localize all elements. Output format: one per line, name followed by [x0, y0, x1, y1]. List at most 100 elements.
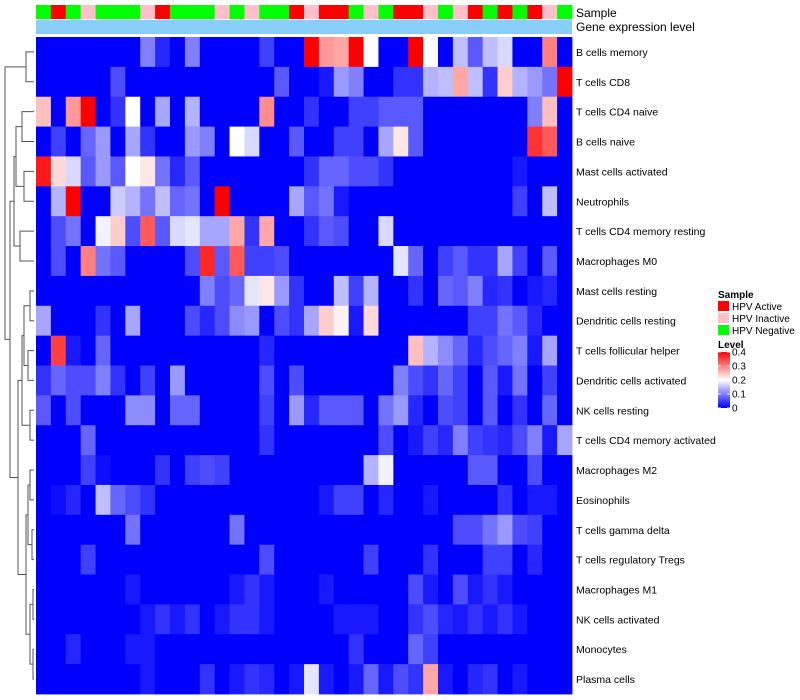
heatmap-cell	[318, 66, 335, 98]
heatmap-cell	[557, 544, 573, 575]
heatmap-cell	[125, 484, 141, 516]
heatmap-cell	[318, 455, 335, 486]
heatmap-cell	[318, 574, 335, 605]
heatmap-cell	[527, 186, 543, 217]
row-label: B cells memory	[576, 47, 649, 59]
heatmap-cell	[155, 395, 171, 426]
heatmap-cell	[36, 66, 52, 98]
heatmap-cell	[408, 126, 424, 157]
heatmap-cell	[318, 395, 335, 426]
row-label: Macrophages M1	[576, 585, 657, 597]
heatmap-cell	[170, 96, 186, 127]
sample-legend-swatch	[718, 301, 729, 311]
heatmap-cell	[259, 604, 275, 635]
heatmap-cell	[304, 96, 320, 127]
heatmap-cell	[438, 96, 454, 127]
heatmap-cell	[229, 574, 245, 605]
heatmap-cell	[80, 634, 96, 665]
heatmap-cell	[170, 156, 186, 187]
heatmap-cell	[214, 216, 230, 247]
heatmap-cell	[497, 365, 513, 396]
heatmap-cell	[110, 514, 126, 546]
heatmap-cell	[80, 604, 96, 635]
heatmap-cell	[363, 305, 379, 337]
heatmap-cell	[36, 126, 52, 157]
heatmap-cell	[214, 425, 230, 456]
heatmap-cell	[542, 37, 558, 68]
heatmap-cell	[438, 66, 454, 98]
heatmap-cell	[110, 365, 126, 396]
heatmap-cell	[244, 514, 260, 546]
heatmap-cell	[199, 514, 216, 546]
heatmap-cell	[363, 96, 379, 127]
heatmap-cell	[274, 425, 290, 456]
heatmap-cell	[274, 365, 290, 396]
heatmap-cell	[378, 96, 394, 127]
heatmap-cell	[289, 156, 305, 187]
heatmap-cell	[80, 246, 96, 277]
heatmap-cell	[36, 425, 52, 456]
sample-annotation-cell	[259, 5, 275, 19]
level-legend-title: Level	[718, 340, 744, 351]
heatmap-cell	[318, 126, 335, 157]
heatmap-cell	[110, 66, 126, 98]
heatmap-cell	[140, 275, 156, 307]
heatmap-cell	[140, 604, 156, 635]
heatmap-cell	[423, 126, 439, 157]
heatmap-cell	[184, 634, 201, 665]
heatmap-cell	[50, 305, 67, 337]
heatmap-cell	[229, 305, 245, 337]
heatmap-cell	[170, 66, 186, 98]
heatmap-cell	[304, 335, 320, 366]
heatmap-cell	[50, 514, 67, 546]
heatmap-cell	[214, 634, 230, 665]
heatmap-cell	[125, 305, 141, 337]
heatmap-cell	[36, 156, 52, 187]
level-legend-tick-label: 0.1	[732, 390, 746, 401]
heatmap-cell	[170, 395, 186, 426]
heatmap-cell	[408, 664, 424, 695]
heatmap-cell	[140, 156, 156, 187]
heatmap-cell	[348, 96, 364, 127]
heatmap-cell	[557, 126, 573, 157]
heatmap-cell	[512, 455, 528, 486]
heatmap-cell	[170, 634, 186, 665]
heatmap-cell	[244, 395, 260, 426]
sample-annotation-cell	[155, 5, 171, 19]
heatmap-cell	[50, 126, 67, 157]
heatmap-cell	[80, 425, 96, 456]
heatmap-cell	[65, 604, 82, 635]
heatmap-cell	[363, 484, 379, 516]
heatmap-cell	[36, 186, 52, 217]
heatmap-cell	[274, 37, 290, 68]
heatmap-cell	[542, 66, 558, 98]
heatmap-cell	[110, 604, 126, 635]
heatmap-cell	[527, 574, 543, 605]
heatmap-cell	[348, 395, 364, 426]
heatmap-cell	[348, 664, 364, 695]
heatmap-cell	[95, 246, 111, 277]
heatmap-cell	[170, 425, 186, 456]
heatmap-cell	[184, 335, 201, 366]
sample-annotation-cell	[393, 5, 409, 19]
heatmap-cell	[363, 66, 379, 98]
heatmap-cell	[393, 96, 409, 127]
heatmap-cell	[304, 156, 320, 187]
heatmap-cell	[542, 246, 558, 277]
heatmap-cell	[438, 216, 454, 247]
heatmap-cell	[333, 66, 350, 98]
heatmap-cell	[140, 126, 156, 157]
heatmap-cell	[304, 216, 320, 247]
heatmap-cell	[170, 216, 186, 247]
heatmap-cell	[333, 275, 350, 307]
heatmap-cell	[423, 96, 439, 127]
heatmap-cell	[497, 425, 513, 456]
heatmap-cell	[214, 96, 230, 127]
heatmap-cell	[80, 395, 96, 426]
heatmap-cell	[155, 216, 171, 247]
heatmap-cell	[50, 425, 67, 456]
heatmap-cell	[467, 37, 484, 68]
heatmap-cell	[304, 544, 320, 575]
heatmap-cell	[557, 305, 573, 337]
heatmap-cell	[289, 395, 305, 426]
